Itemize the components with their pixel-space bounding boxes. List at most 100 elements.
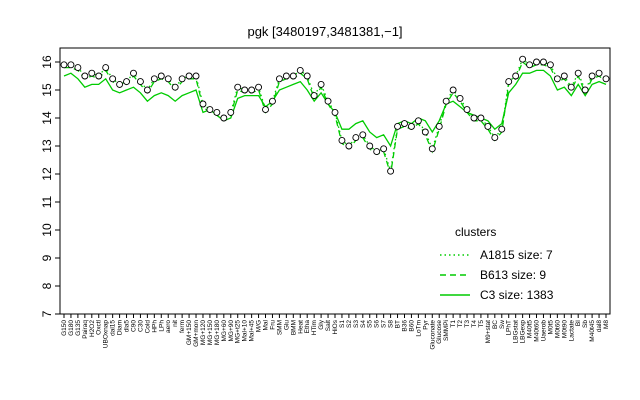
data-point xyxy=(143,86,151,94)
x-tick-label: UBOxnap xyxy=(103,320,110,349)
x-tick-label: LBGstat xyxy=(513,320,520,344)
data-point xyxy=(109,75,117,83)
data-point xyxy=(95,72,103,80)
x-tick-label: T5 xyxy=(478,320,485,328)
x-tick-label: M40t45 xyxy=(589,320,596,342)
x-tick-label: GM+150 xyxy=(186,320,193,345)
data-point xyxy=(289,72,297,80)
data-point xyxy=(248,86,256,94)
legend-title: clusters xyxy=(455,225,496,239)
x-tick-label: Gly xyxy=(318,319,325,330)
x-tick-label: B60 xyxy=(408,320,415,332)
x-tick-label: C90 xyxy=(130,320,137,332)
x-tick-label: T1 xyxy=(450,320,457,328)
x-tick-label: Diam xyxy=(117,320,124,335)
x-tick-label: aero xyxy=(165,320,172,333)
data-point xyxy=(338,136,346,144)
x-tick-label: Fru xyxy=(269,320,276,330)
data-point xyxy=(171,83,179,91)
x-tick-label: H2O2 xyxy=(89,320,96,337)
data-point xyxy=(380,145,388,153)
x-tick-label: ferm xyxy=(179,320,186,333)
x-tick-label: BI xyxy=(575,320,582,326)
data-point xyxy=(421,128,429,136)
data-point xyxy=(567,83,575,91)
data-point xyxy=(414,117,422,125)
data-point xyxy=(67,61,75,69)
y-tick-label: 13 xyxy=(40,139,54,153)
x-tick-label: G135 xyxy=(75,320,82,336)
x-tick-label: MG+120 xyxy=(200,320,207,345)
data-point xyxy=(394,122,401,130)
data-point xyxy=(407,122,415,130)
x-tick-label: S1 xyxy=(339,320,346,328)
data-point xyxy=(435,122,443,130)
x-tick-label: BC xyxy=(492,320,499,329)
series-line-c3 xyxy=(63,69,607,148)
x-tick-label: Heat xyxy=(297,320,304,334)
data-point xyxy=(102,64,110,72)
x-tick-label: Mal xyxy=(263,319,270,330)
y-tick-label: 11 xyxy=(40,195,54,208)
data-point xyxy=(540,58,547,66)
x-tick-label: Gluconate xyxy=(429,320,436,350)
x-tick-label: dal8 xyxy=(596,320,603,333)
x-tick-label: M9+stat xyxy=(485,320,492,343)
data-point xyxy=(178,75,186,83)
data-point xyxy=(331,108,339,116)
data-point xyxy=(463,106,471,114)
data-point xyxy=(206,106,214,114)
x-tick-label: LPhT xyxy=(506,320,513,336)
x-tick-label: C30 xyxy=(137,320,144,332)
legend-label-c3: C3 size: 1383 xyxy=(480,288,554,302)
x-tick-label: Etha xyxy=(304,320,311,334)
y-tick-label: 14 xyxy=(40,111,54,125)
data-point xyxy=(81,72,89,80)
y-tick-label: 16 xyxy=(40,55,54,69)
data-point xyxy=(491,134,499,142)
data-point xyxy=(519,55,527,63)
x-tick-label: G150 xyxy=(61,320,68,336)
data-point xyxy=(449,86,457,94)
x-tick-label: Mal+45 xyxy=(249,320,256,342)
axes: 7 8 9 10 11 12 13 14 15 16 G150 G180 G135 Pairaq H2O2 O… xyxy=(40,47,611,350)
x-tick-label: S5 xyxy=(367,320,374,328)
data-point xyxy=(310,92,318,100)
x-tick-label: HTim xyxy=(311,320,318,335)
data-point xyxy=(345,142,353,150)
data-point xyxy=(470,114,478,122)
x-tick-label: M40t5 xyxy=(527,320,534,338)
data-point xyxy=(366,142,374,150)
y-tick-label: 9 xyxy=(40,254,54,261)
y-tick-label: 7 xyxy=(40,310,54,317)
data-point xyxy=(241,86,249,94)
y-tick-label: 8 xyxy=(40,282,54,289)
x-tick-label: MG+60 xyxy=(221,320,228,342)
x-tick-label: S6 xyxy=(374,320,381,328)
data-point xyxy=(533,58,540,66)
x-tick-label: S2 xyxy=(346,320,353,328)
data-point xyxy=(136,78,144,86)
x-tick-label: dal15 xyxy=(110,320,117,336)
data-point xyxy=(317,80,325,88)
x-tick-label: MG+90 xyxy=(228,320,235,342)
data-point xyxy=(123,78,130,86)
data-point xyxy=(88,69,96,77)
x-tick-label: M0t90 xyxy=(561,320,568,338)
x-tick-label: HiOs xyxy=(332,319,339,334)
data-point xyxy=(498,125,506,133)
data-point xyxy=(213,108,221,116)
x-tick-label: Glu xyxy=(283,320,290,331)
data-point xyxy=(401,120,408,128)
x-tick-label: Lactate xyxy=(568,320,575,342)
data-point xyxy=(150,75,158,83)
data-point xyxy=(553,75,561,83)
legend: clusters A1815 size: 7 B613 size: 9 C3 s… xyxy=(440,225,554,302)
legend-label-b613: B613 size: 9 xyxy=(480,268,546,282)
y-tick-label: 12 xyxy=(40,167,54,181)
x-tick-label: HPh xyxy=(151,320,158,333)
data-point xyxy=(505,78,513,86)
data-point xyxy=(130,69,137,77)
data-point xyxy=(581,86,589,94)
x-tick-label: LPh xyxy=(158,320,165,332)
